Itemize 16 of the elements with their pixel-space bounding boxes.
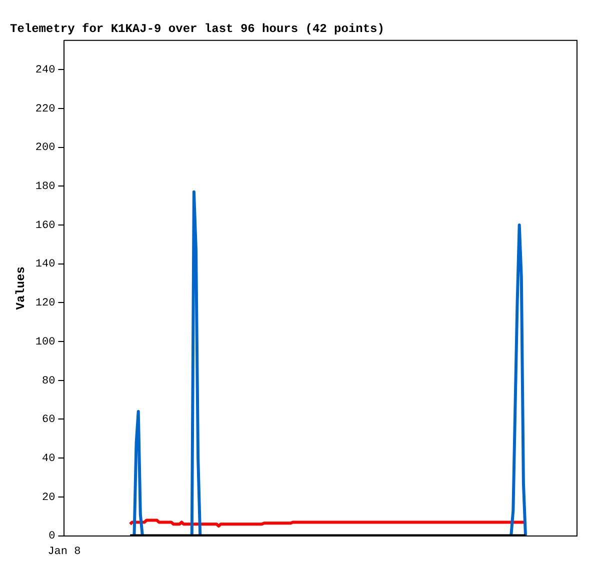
y-axis-title: Values — [14, 266, 28, 310]
y-tick-label: 200 — [35, 142, 56, 154]
y-tick-label: 180 — [35, 181, 56, 194]
y-tick-label: 220 — [35, 103, 56, 116]
y-tick-label: 40 — [42, 452, 56, 465]
text: Jan 8 — [48, 546, 81, 558]
y-tick-label: 100 — [35, 336, 56, 348]
y-tick-label: 120 — [35, 298, 56, 310]
y-tick-label: 140 — [35, 258, 56, 271]
y-tick-label: 240 — [35, 64, 56, 76]
y-tick-label: 0 — [48, 530, 56, 543]
y-tick-label: 80 — [42, 375, 56, 388]
y-tick-label: 160 — [35, 220, 56, 232]
y-tick-label: 60 — [42, 414, 56, 426]
y-tick-label: 20 — [42, 492, 56, 504]
chart-title: Telemetry for K1KAJ-9 over last 96 hours (42 points) — [10, 22, 384, 36]
